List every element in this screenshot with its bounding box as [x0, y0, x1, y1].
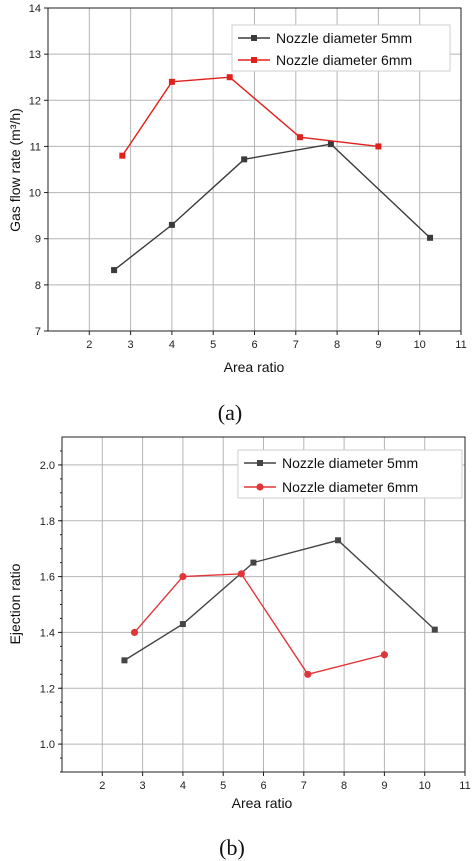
legend-marker-b-0 — [257, 460, 263, 466]
y-tick-label-b: 1.6 — [40, 572, 55, 584]
data-point-a-1 — [168, 78, 175, 85]
legend-box-a — [231, 24, 451, 72]
x-tick-label-b: 3 — [140, 780, 146, 792]
y-tick-label-a: 11 — [30, 141, 41, 153]
legend-a: Nozzle diameter 5mm Nozzle diameter 6mm — [231, 24, 451, 72]
data-point-b-0 — [335, 537, 342, 544]
ticks-b: 2 3 4 5 6 7 8 9 10 11 1.0 1.2 1.4 1.6 1.8 2.0 — [40, 450, 471, 792]
x-tick-label-a: 5 — [210, 339, 216, 351]
x-tick-label-b: 8 — [341, 780, 347, 792]
x-axis-label-b: Area ratio — [232, 795, 293, 811]
data-point-a-0 — [241, 156, 248, 163]
x-axis-label-a: Area ratio — [224, 359, 285, 375]
data-point-a-1 — [226, 74, 233, 81]
y-axis-label-a: Gas flow rate (m³/h) — [7, 108, 23, 232]
series-group-a — [111, 74, 434, 274]
data-point-a-0 — [111, 267, 118, 274]
data-point-b-0 — [431, 626, 438, 633]
x-tick-label-a: 9 — [375, 339, 381, 351]
x-tick-label-a: 10 — [414, 339, 426, 351]
panel-label-a: (a) — [218, 400, 242, 425]
x-tick-label-a: 4 — [169, 339, 175, 351]
y-tick-label-b: 1.2 — [40, 683, 55, 695]
legend-marker-b-1 — [256, 483, 264, 491]
y-axis-label-b: Ejection ratio — [7, 563, 23, 644]
data-point-b-0 — [250, 559, 257, 566]
x-tick-label-b: 4 — [180, 780, 186, 792]
x-tick-label-a: 3 — [128, 339, 134, 351]
y-tick-label-a: 8 — [35, 280, 41, 292]
y-tick-label-a: 12 — [29, 95, 41, 107]
data-point-a-1 — [375, 143, 382, 150]
x-tick-label-a: 8 — [334, 339, 340, 351]
x-tick-label-b: 10 — [419, 780, 431, 792]
data-point-a-1 — [119, 152, 126, 159]
y-tick-label-b: 1.0 — [40, 739, 55, 751]
data-point-b-1 — [237, 570, 245, 578]
data-point-b-1 — [130, 628, 139, 637]
x-tick-label-b: 9 — [381, 780, 387, 792]
panel-a: 2 3 4 5 6 7 8 9 10 11 7 8 9 10 11 12 13 14 Area ratio Gas… — [7, 3, 467, 425]
data-point-b-0 — [179, 621, 186, 628]
y-tick-label-a: 7 — [35, 326, 41, 338]
y-tick-label-a: 10 — [29, 188, 41, 200]
x-tick-label-b: 7 — [301, 780, 307, 792]
x-tick-label-b: 11 — [459, 780, 470, 792]
ticks-a: 2 3 4 5 6 7 8 9 10 11 7 8 9 10 11 12 13 14 — [29, 3, 467, 351]
x-tick-label-b: 5 — [220, 780, 226, 792]
series-group-b — [121, 537, 438, 678]
y-tick-label-b: 1.8 — [40, 516, 55, 528]
data-point-a-1 — [296, 134, 303, 141]
x-tick-label-a: 6 — [251, 339, 257, 351]
x-tick-label-a: 11 — [455, 339, 466, 351]
legend-label-a-0: Nozzle diameter 5mm — [276, 30, 412, 46]
legend-label-a-1: Nozzle diameter 6mm — [276, 52, 412, 68]
legend-marker-a-0 — [251, 35, 257, 41]
y-tick-label-a: 9 — [35, 234, 41, 246]
x-tick-label-b: 2 — [99, 780, 105, 792]
panel-label-b: (b) — [219, 835, 245, 860]
y-tick-label-b: 1.4 — [40, 627, 55, 639]
y-tick-label-a: 13 — [29, 49, 41, 61]
legend-b: Nozzle diameter 5mm Nozzle diameter 6mm — [237, 449, 463, 499]
data-point-a-0 — [327, 141, 334, 148]
data-point-b-0 — [121, 657, 128, 664]
x-tick-label-a: 7 — [293, 339, 299, 351]
data-point-a-0 — [427, 234, 434, 241]
y-tick-label-b: 2.0 — [40, 460, 55, 472]
legend-label-b-0: Nozzle diameter 5mm — [282, 455, 418, 471]
data-point-a-0 — [168, 221, 175, 228]
data-point-b-1 — [304, 670, 312, 678]
legend-box-b — [237, 449, 463, 499]
data-point-b-1 — [179, 572, 187, 581]
x-tick-label-b: 6 — [260, 780, 266, 792]
data-point-b-1 — [380, 651, 388, 659]
y-tick-label-a: 14 — [29, 3, 41, 15]
x-tick-label-a: 2 — [86, 339, 92, 351]
legend-label-b-1: Nozzle diameter 6mm — [282, 479, 418, 495]
panel-b: 2 3 4 5 6 7 8 9 10 11 1.0 1.2 1.4 1.6 1.8 2.0 Area rati… — [7, 436, 471, 860]
legend-marker-a-1 — [251, 57, 257, 63]
